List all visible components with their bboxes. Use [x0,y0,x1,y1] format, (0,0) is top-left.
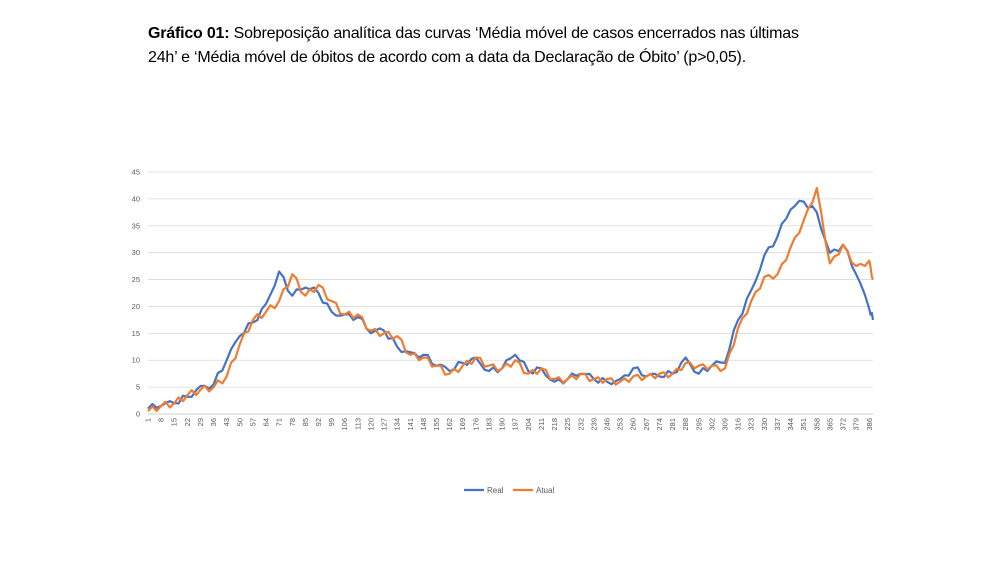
x-tick-label: 106 [340,418,349,431]
x-tick-label: 50 [235,418,244,426]
x-tick-label: 22 [183,418,192,426]
x-tick-label: 379 [852,418,861,431]
x-tick-label: 64 [262,418,271,426]
x-tick-label: 127 [380,418,389,431]
y-tick-label: 25 [132,275,140,284]
x-tick-label: 155 [432,418,441,431]
caption-line-2: 24h’ e ‘Média móvel de óbitos de acordo … [148,49,746,66]
series-line-real [147,199,875,410]
x-tick-label: 211 [537,418,546,430]
x-tick-label: 148 [419,418,428,431]
x-tick-label: 169 [458,418,467,431]
series-lines [147,187,875,413]
x-tick-label: 43 [222,418,231,426]
x-tick-label: 29 [196,418,205,426]
x-tick-label: 120 [366,418,375,431]
x-tick-label: 36 [209,418,218,426]
x-tick-label: 183 [484,418,493,431]
caption-text-1: Sobreposição analítica das curvas ‘Média… [229,25,799,42]
x-tick-label: 386 [865,418,874,431]
caption-label: Gráfico 01: [148,25,230,42]
x-tick-label: 351 [799,418,808,431]
x-tick-label: 176 [471,418,480,431]
y-tick-label: 0 [136,410,140,419]
legend: Real Atual [464,486,554,495]
x-tick-label: 204 [524,418,533,431]
x-tick-label: 225 [563,418,572,431]
x-tick-label: 190 [498,418,507,431]
x-tick-label: 309 [721,418,730,431]
x-tick-label: 134 [393,418,402,431]
x-tick-label: 295 [694,418,703,431]
legend-label-atual: Atual [536,486,554,495]
x-tick-label: 344 [786,418,795,431]
x-tick-label: 281 [668,418,677,431]
x-axis-ticks: 1 8 15 22 29 36 43 50 57 64 71 78 85 92 99 106 113 120 127… [144,418,874,431]
y-tick-label: 40 [132,194,140,203]
x-tick-label: 1 [144,418,153,422]
x-tick-label: 372 [839,418,848,431]
x-tick-label: 358 [812,418,821,431]
x-tick-label: 57 [248,418,257,426]
x-tick-label: 8 [157,418,166,422]
series-line-atual [147,187,875,413]
y-tick-label: 45 [132,168,140,177]
x-tick-label: 99 [327,418,336,426]
x-tick-label: 15 [170,418,179,426]
x-tick-label: 274 [655,418,664,431]
gridlines [148,171,873,415]
y-tick-label: 15 [132,329,140,338]
x-tick-label: 232 [576,418,585,431]
x-tick-label: 246 [602,418,611,431]
x-tick-label: 337 [773,418,782,431]
x-tick-label: 141 [406,418,415,431]
x-tick-label: 218 [550,418,559,431]
x-tick-label: 365 [825,418,834,431]
chart-caption: Gráfico 01: Sobreposição analítica das c… [148,22,868,70]
legend-label-real: Real [487,486,504,495]
y-tick-label: 30 [132,248,140,257]
x-tick-label: 71 [275,418,284,426]
caption-line-1: Gráfico 01: Sobreposição analítica das c… [148,22,868,46]
y-tick-label: 35 [132,221,140,230]
x-tick-label: 330 [760,418,769,431]
x-tick-label: 85 [301,418,310,426]
y-tick-label: 20 [132,302,140,311]
x-tick-label: 288 [681,418,690,431]
x-tick-label: 113 [353,418,362,430]
x-tick-label: 267 [642,418,651,431]
x-tick-label: 162 [445,418,454,431]
x-tick-label: 316 [734,418,743,431]
y-tick-label: 10 [132,356,140,365]
x-tick-label: 302 [707,418,716,431]
x-tick-label: 253 [616,418,625,431]
x-tick-label: 260 [629,418,638,431]
x-tick-label: 323 [747,418,756,431]
x-tick-label: 197 [511,418,520,431]
y-axis-ticks: 0 5 10 15 20 25 30 35 40 45 [132,168,140,419]
x-tick-label: 78 [288,418,297,426]
x-tick-label: 239 [589,418,598,431]
x-tick-label: 92 [314,418,323,426]
y-tick-label: 5 [136,383,140,392]
